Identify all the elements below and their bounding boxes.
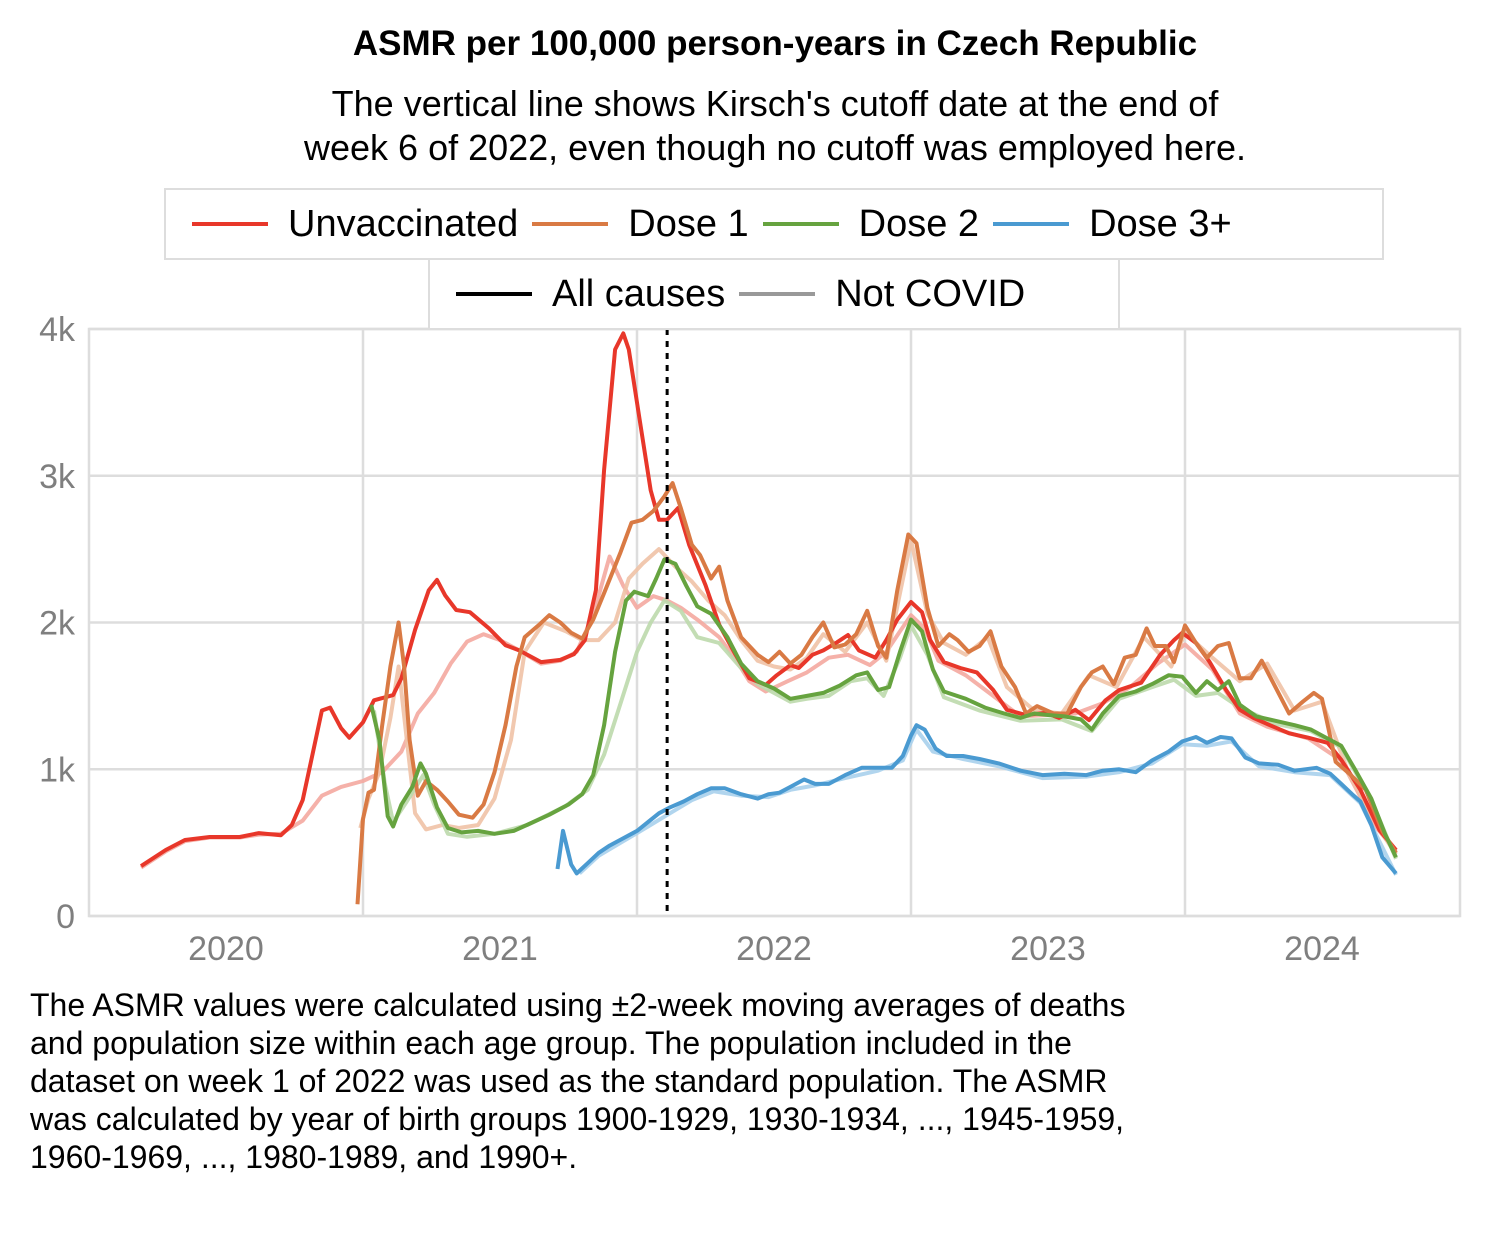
legend-label: All causes bbox=[552, 272, 726, 315]
legend-cause: All causes Not COVID bbox=[428, 260, 1120, 330]
all-causes-lines-layer bbox=[140, 331, 1398, 905]
series-line-dose-2-all-causes bbox=[369, 557, 1398, 859]
footnote-line: 1960-1969, ..., 1980-1989, and 1990+. bbox=[30, 1139, 578, 1175]
y-tick-label: 1k bbox=[39, 751, 76, 789]
x-tick-label: 2023 bbox=[1010, 930, 1086, 968]
legend-line-swatch-icon bbox=[456, 292, 532, 296]
x-tick-label: 2021 bbox=[462, 930, 538, 968]
footnote-line: The ASMR values were calculated using ±2… bbox=[30, 987, 1126, 1023]
footnote-line: dataset on week 1 of 2022 was used as th… bbox=[30, 1063, 1108, 1099]
legend-label: Dose 3+ bbox=[1089, 202, 1232, 245]
series-line-dose-3-plus-not-covid bbox=[578, 727, 1398, 876]
legend-label: Unvaccinated bbox=[288, 202, 519, 245]
legend-item-dose-1: Dose 1 bbox=[532, 202, 749, 246]
x-tick-label: 2024 bbox=[1284, 930, 1360, 968]
y-tick-label: 0 bbox=[56, 898, 75, 936]
series-line-unvaccinated-all-causes bbox=[140, 331, 1398, 868]
legend-line-swatch-icon bbox=[739, 292, 816, 296]
x-tick-label: 2022 bbox=[736, 930, 812, 968]
series-line-dose-3-plus-all-causes bbox=[555, 723, 1398, 876]
legend-line-swatch-icon bbox=[762, 222, 839, 226]
series-line-dose-1-all-causes bbox=[355, 481, 1398, 905]
legend-vaccination-status: Unvaccinated Dose 1 Dose 2 Dose 3+ bbox=[164, 188, 1384, 260]
legend-item-all-causes: All causes bbox=[456, 273, 725, 316]
grid-layer bbox=[87, 327, 1462, 918]
subtitle-line: The vertical line shows Kirsch's cutoff … bbox=[331, 83, 1219, 124]
chart-footnote: The ASMR values were calculated using ±2… bbox=[30, 986, 1470, 1176]
x-tick-label: 2020 bbox=[188, 930, 264, 968]
y-tick-label: 2k bbox=[39, 605, 76, 643]
legend-line-swatch-icon bbox=[532, 222, 609, 226]
y-tick-label: 4k bbox=[39, 311, 76, 349]
y-tick-label: 3k bbox=[39, 458, 76, 496]
legend-item-not-covid: Not COVID bbox=[739, 273, 1025, 316]
axis-labels-layer: 0 1k 2k 3k 4k 2020 2021 2022 2023 2024 bbox=[39, 311, 1360, 968]
legend-item-unvaccinated: Unvaccinated bbox=[192, 203, 518, 246]
legend-label: Dose 1 bbox=[628, 202, 749, 245]
chart-title: ASMR per 100,000 person-years in Czech R… bbox=[352, 24, 1198, 63]
legend-item-dose-3-plus: Dose 3+ bbox=[993, 203, 1232, 246]
subtitle-line: week 6 of 2022, even though no cutoff wa… bbox=[304, 127, 1246, 168]
legend-label: Not COVID bbox=[835, 272, 1026, 315]
footnote-line: and population size within each age grou… bbox=[30, 1025, 1072, 1061]
chart-subtitle: The vertical line shows Kirsch's cutoff … bbox=[0, 82, 1490, 170]
legend-label: Dose 2 bbox=[858, 202, 980, 245]
series-line-dose-1-not-covid bbox=[358, 538, 1398, 856]
footnote-line: was calculated by year of birth groups 1… bbox=[30, 1101, 1125, 1137]
legend-line-swatch-icon bbox=[993, 222, 1070, 226]
legend-line-swatch-icon bbox=[192, 222, 268, 226]
series-line-unvaccinated-not-covid bbox=[140, 554, 1398, 870]
legend-item-dose-2: Dose 2 bbox=[762, 202, 980, 246]
